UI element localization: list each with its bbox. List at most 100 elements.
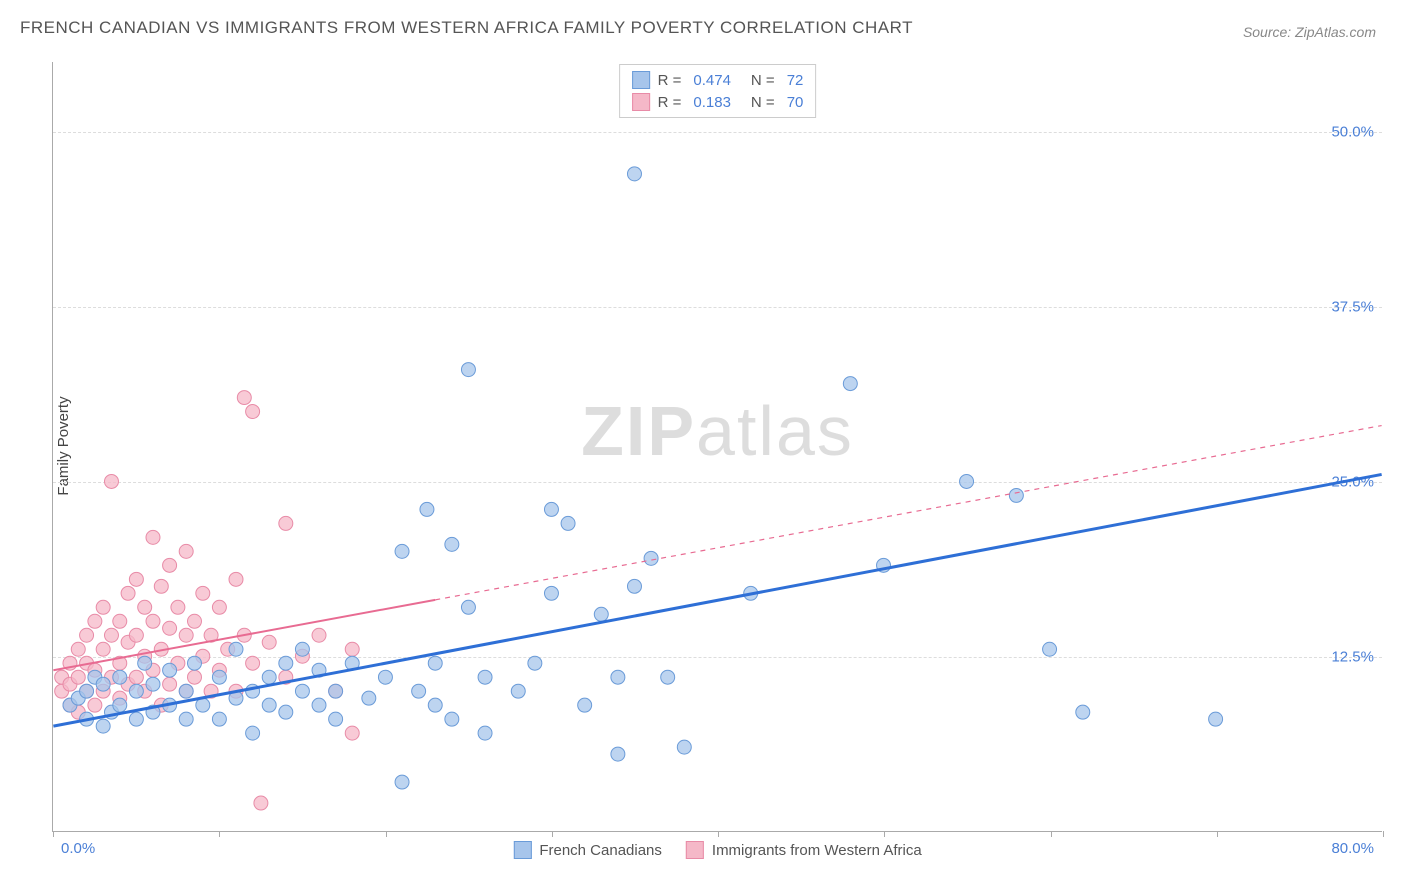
legend-series: French Canadians Immigrants from Western… xyxy=(513,841,921,859)
data-point xyxy=(71,642,85,656)
data-point xyxy=(104,628,118,642)
legend-label: French Canadians xyxy=(539,842,662,859)
data-point xyxy=(129,670,143,684)
data-point xyxy=(121,586,135,600)
data-point xyxy=(461,600,475,614)
r-label: R = xyxy=(658,94,682,111)
data-point xyxy=(179,712,193,726)
data-point xyxy=(212,600,226,614)
data-point xyxy=(428,656,442,670)
data-point xyxy=(627,167,641,181)
data-point xyxy=(445,537,459,551)
data-point xyxy=(461,363,475,377)
data-point xyxy=(138,600,152,614)
data-point xyxy=(113,614,127,628)
data-point xyxy=(212,712,226,726)
legend-label: Immigrants from Western Africa xyxy=(712,842,922,859)
source-attribution: Source: ZipAtlas.com xyxy=(1243,24,1376,40)
data-point xyxy=(80,628,94,642)
data-point xyxy=(262,698,276,712)
data-point xyxy=(345,726,359,740)
data-point xyxy=(627,579,641,593)
data-point xyxy=(246,656,260,670)
data-point xyxy=(960,474,974,488)
data-point xyxy=(312,628,326,642)
data-point xyxy=(96,600,110,614)
data-point xyxy=(611,747,625,761)
x-tick xyxy=(1051,831,1052,837)
data-point xyxy=(329,684,343,698)
n-value: 72 xyxy=(787,72,804,89)
x-tick xyxy=(1383,831,1384,837)
r-label: R = xyxy=(658,72,682,89)
x-axis-max-label: 80.0% xyxy=(1331,840,1374,857)
data-point xyxy=(295,642,309,656)
legend-stats: R = 0.474 N = 72 R = 0.183 N = 70 xyxy=(619,64,817,118)
data-point xyxy=(96,719,110,733)
data-point xyxy=(254,796,268,810)
data-point xyxy=(229,572,243,586)
data-point xyxy=(246,726,260,740)
data-point xyxy=(544,502,558,516)
data-point xyxy=(561,516,575,530)
data-point xyxy=(246,405,260,419)
data-point xyxy=(1009,488,1023,502)
data-point xyxy=(96,642,110,656)
r-value: 0.183 xyxy=(693,94,731,111)
data-point xyxy=(129,712,143,726)
x-tick xyxy=(884,831,885,837)
x-tick xyxy=(1217,831,1218,837)
x-tick xyxy=(718,831,719,837)
data-point xyxy=(677,740,691,754)
data-point xyxy=(71,670,85,684)
data-point xyxy=(229,642,243,656)
data-point xyxy=(420,502,434,516)
data-point xyxy=(578,698,592,712)
chart-title: FRENCH CANADIAN VS IMMIGRANTS FROM WESTE… xyxy=(20,18,913,38)
data-point xyxy=(279,516,293,530)
data-point xyxy=(295,684,309,698)
x-tick xyxy=(219,831,220,837)
data-point xyxy=(96,677,110,691)
r-value: 0.474 xyxy=(693,72,731,89)
data-point xyxy=(345,642,359,656)
data-point xyxy=(528,656,542,670)
data-point xyxy=(113,670,127,684)
data-point xyxy=(212,670,226,684)
data-point xyxy=(163,677,177,691)
data-point xyxy=(362,691,376,705)
data-point xyxy=(154,579,168,593)
data-point xyxy=(179,544,193,558)
n-label: N = xyxy=(751,72,775,89)
chart-svg xyxy=(53,62,1382,831)
x-tick xyxy=(53,831,54,837)
data-point xyxy=(188,656,202,670)
legend-swatch-blue xyxy=(632,71,650,89)
plot-area: ZIPatlas R = 0.474 N = 72 R = 0.183 N = … xyxy=(52,62,1382,832)
legend-swatch-pink xyxy=(686,841,704,859)
data-point xyxy=(163,558,177,572)
data-point xyxy=(644,551,658,565)
legend-stats-row-0: R = 0.474 N = 72 xyxy=(632,69,804,91)
data-point xyxy=(129,684,143,698)
legend-stats-row-1: R = 0.183 N = 70 xyxy=(632,91,804,113)
data-point xyxy=(146,614,160,628)
data-point xyxy=(80,684,94,698)
x-tick xyxy=(552,831,553,837)
data-point xyxy=(329,712,343,726)
legend-swatch-pink xyxy=(632,93,650,111)
data-point xyxy=(262,670,276,684)
data-point xyxy=(179,628,193,642)
data-point xyxy=(237,391,251,405)
data-point xyxy=(146,677,160,691)
data-point xyxy=(312,698,326,712)
data-point xyxy=(171,600,185,614)
n-value: 70 xyxy=(787,94,804,111)
data-point xyxy=(113,698,127,712)
data-point xyxy=(196,586,210,600)
data-point xyxy=(188,614,202,628)
legend-item-0: French Canadians xyxy=(513,841,662,859)
legend-item-1: Immigrants from Western Africa xyxy=(686,841,922,859)
data-point xyxy=(179,684,193,698)
trend-line xyxy=(53,474,1381,726)
